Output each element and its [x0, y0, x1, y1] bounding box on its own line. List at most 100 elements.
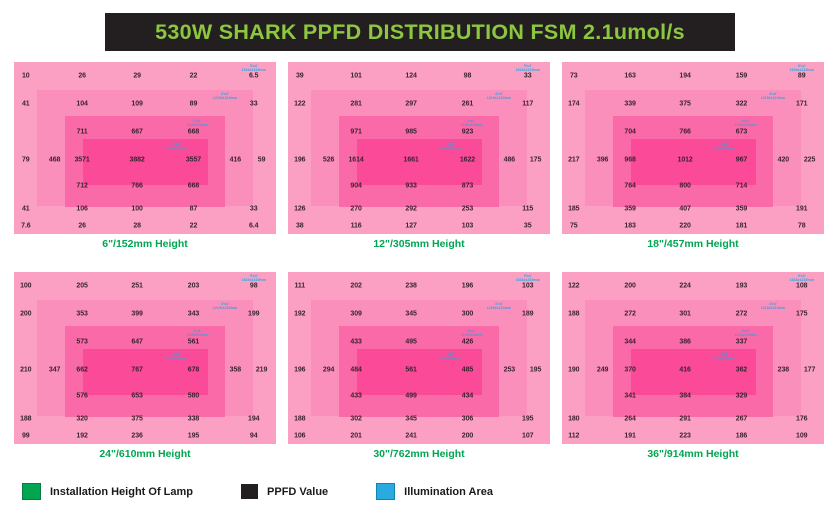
illumination-area-tag: 3'x2' 914x610mm — [714, 352, 734, 360]
ppfd-value: 190 — [568, 366, 580, 374]
ppfd-value: 291 — [679, 415, 691, 423]
ppfd-value: 647 — [131, 338, 143, 346]
illumination-area-tag-line: 4'x3' — [193, 118, 202, 123]
ppfd-value: 767 — [131, 366, 143, 374]
ppfd-value: 433 — [350, 338, 362, 346]
ppfd-value: 561 — [187, 338, 200, 346]
ppfd-value: 196 — [294, 156, 306, 164]
ppfd-value: 486 — [503, 156, 516, 164]
illumination-area-tag-line: 1524x1219mm — [789, 277, 814, 282]
illumination-area-tag-line: 1219x1219mm — [760, 306, 786, 311]
ppfd-value: 341 — [624, 392, 636, 400]
ppfd-value: 78 — [797, 222, 806, 230]
ppfd-value: 766 — [131, 182, 143, 190]
illumination-area-tag-line: 1219x914mm — [734, 122, 757, 127]
ppfd-value: 186 — [735, 432, 748, 440]
ppfd-value: 191 — [624, 432, 636, 440]
ppfd-value: 171 — [796, 100, 808, 108]
ppfd-value: 359 — [624, 205, 636, 213]
ppfd-value: 205 — [76, 282, 88, 290]
illumination-area-tag-line: 3'x2' — [172, 351, 181, 356]
ppfd-panel: 10 26 29 22 6.5 41 104 109 89 33 711 667 668 79 468 357… — [14, 62, 276, 270]
ppfd-value: 100 — [20, 282, 32, 290]
ppfd-value: 109 — [796, 432, 808, 440]
ppfd-value: 98 — [249, 282, 258, 290]
ppfd-value: 39 — [295, 72, 304, 80]
panel-caption: 12"/305mm Height — [373, 238, 465, 250]
illumination-area-tag-line: 1219x914mm — [186, 122, 209, 127]
ppfd-value: 183 — [624, 222, 636, 230]
illumination-area-tag-line: 914x610mm — [166, 146, 187, 151]
ppfd-value: 126 — [294, 205, 306, 213]
ppfd-value: 484 — [350, 366, 362, 374]
ppfd-value: 73 — [569, 72, 578, 80]
ppfd-value: 764 — [624, 182, 636, 190]
ppfd-value: 28 — [133, 222, 141, 230]
ppfd-value: 766 — [679, 128, 691, 136]
ppfd-value: 353 — [76, 310, 88, 318]
illumination-area-tag: 5'x4' 1524x1219mm — [516, 64, 540, 72]
ppfd-value: 189 — [522, 310, 534, 318]
ppfd-value: 292 — [405, 205, 417, 213]
illumination-area-tag: 4'x4' 1219x1219mm — [487, 92, 511, 100]
ppfd-value: 272 — [735, 310, 748, 318]
illumination-area-tag-line: 1219x914mm — [734, 332, 757, 337]
ppfd-value: 191 — [796, 205, 808, 213]
ppfd-value: 322 — [735, 100, 748, 108]
illumination-area-tag: 5'x4' 1524x1219mm — [790, 274, 814, 282]
ppfd-value: 26 — [78, 72, 86, 80]
ppfd-value: 185 — [568, 205, 580, 213]
ppfd-value: 337 — [735, 338, 748, 346]
ppfd-value: 41 — [21, 100, 30, 108]
ppfd-value: 236 — [131, 432, 143, 440]
ppfd-value: 200 — [624, 282, 636, 290]
ppfd-value: 223 — [679, 432, 691, 440]
ppfd-plot-area: 100 205 251 203 98 200 353 399 343 199 573 647 561 21… — [14, 272, 276, 444]
ppfd-value: 175 — [529, 156, 542, 164]
ppfd-value: 253 — [461, 205, 474, 213]
ppfd-value: 195 — [529, 366, 542, 374]
ppfd-plot-area: 39 101 124 98 33 122 281 297 261 117 971 985 923 196 5… — [288, 62, 550, 234]
ppfd-value: 662 — [76, 366, 88, 374]
ppfd-value: 967 — [735, 156, 748, 164]
illumination-area-tag-line: 1219x1219mm — [486, 306, 512, 311]
illumination-area-tag-line: 5'x4' — [249, 273, 258, 278]
ppfd-value: 238 — [777, 366, 790, 374]
illumination-area-tag-line: 4'x4' — [769, 92, 777, 97]
ppfd-value: 433 — [350, 392, 362, 400]
ppfd-value: 177 — [803, 366, 816, 374]
ppfd-value: 195 — [187, 432, 200, 440]
illumination-area-tag-line: 1524x1219mm — [515, 67, 540, 72]
ppfd-value: 87 — [189, 205, 198, 213]
illumination-area-tag: 4'x3' 1219x914mm — [186, 119, 208, 127]
ppfd-value: 499 — [405, 392, 417, 400]
illumination-area-tag-line: 3'x2' — [446, 141, 455, 146]
legend-label: Installation Height Of Lamp — [50, 485, 194, 498]
ppfd-value: 106 — [294, 432, 306, 440]
ppfd-value: 300 — [461, 310, 474, 318]
legend-item: PPFD Value — [241, 484, 328, 499]
ppfd-value: 108 — [796, 282, 808, 290]
ppfd-value: 968 — [624, 156, 636, 164]
ppfd-value: 106 — [76, 205, 88, 213]
illumination-area-tag-line: 4'x4' — [221, 302, 229, 307]
ppfd-value: 270 — [350, 205, 362, 213]
ppfd-value: 362 — [735, 366, 748, 374]
illumination-area-tag-line: 914x610mm — [440, 356, 461, 361]
ppfd-value: 264 — [624, 415, 636, 423]
ppfd-value: 923 — [461, 128, 474, 136]
ppfd-value: 1622 — [459, 156, 476, 164]
ppfd-value: 272 — [624, 310, 636, 318]
ppfd-value: 196 — [461, 282, 474, 290]
legend: Installation Height Of Lamp PPFD Value Ill… — [22, 483, 541, 500]
ppfd-value: 99 — [21, 432, 30, 440]
ppfd-value: 800 — [679, 182, 691, 190]
ppfd-value: 225 — [803, 156, 816, 164]
ppfd-value: 985 — [405, 128, 417, 136]
ppfd-value: 94 — [249, 432, 258, 440]
ppfd-value: 426 — [461, 338, 474, 346]
illumination-area-tag-line: 4'x4' — [221, 92, 229, 97]
ppfd-value: 416 — [679, 366, 691, 374]
illumination-area-tag: 4'x4' 1219x1219mm — [487, 302, 511, 310]
ppfd-value: 1661 — [403, 156, 419, 164]
